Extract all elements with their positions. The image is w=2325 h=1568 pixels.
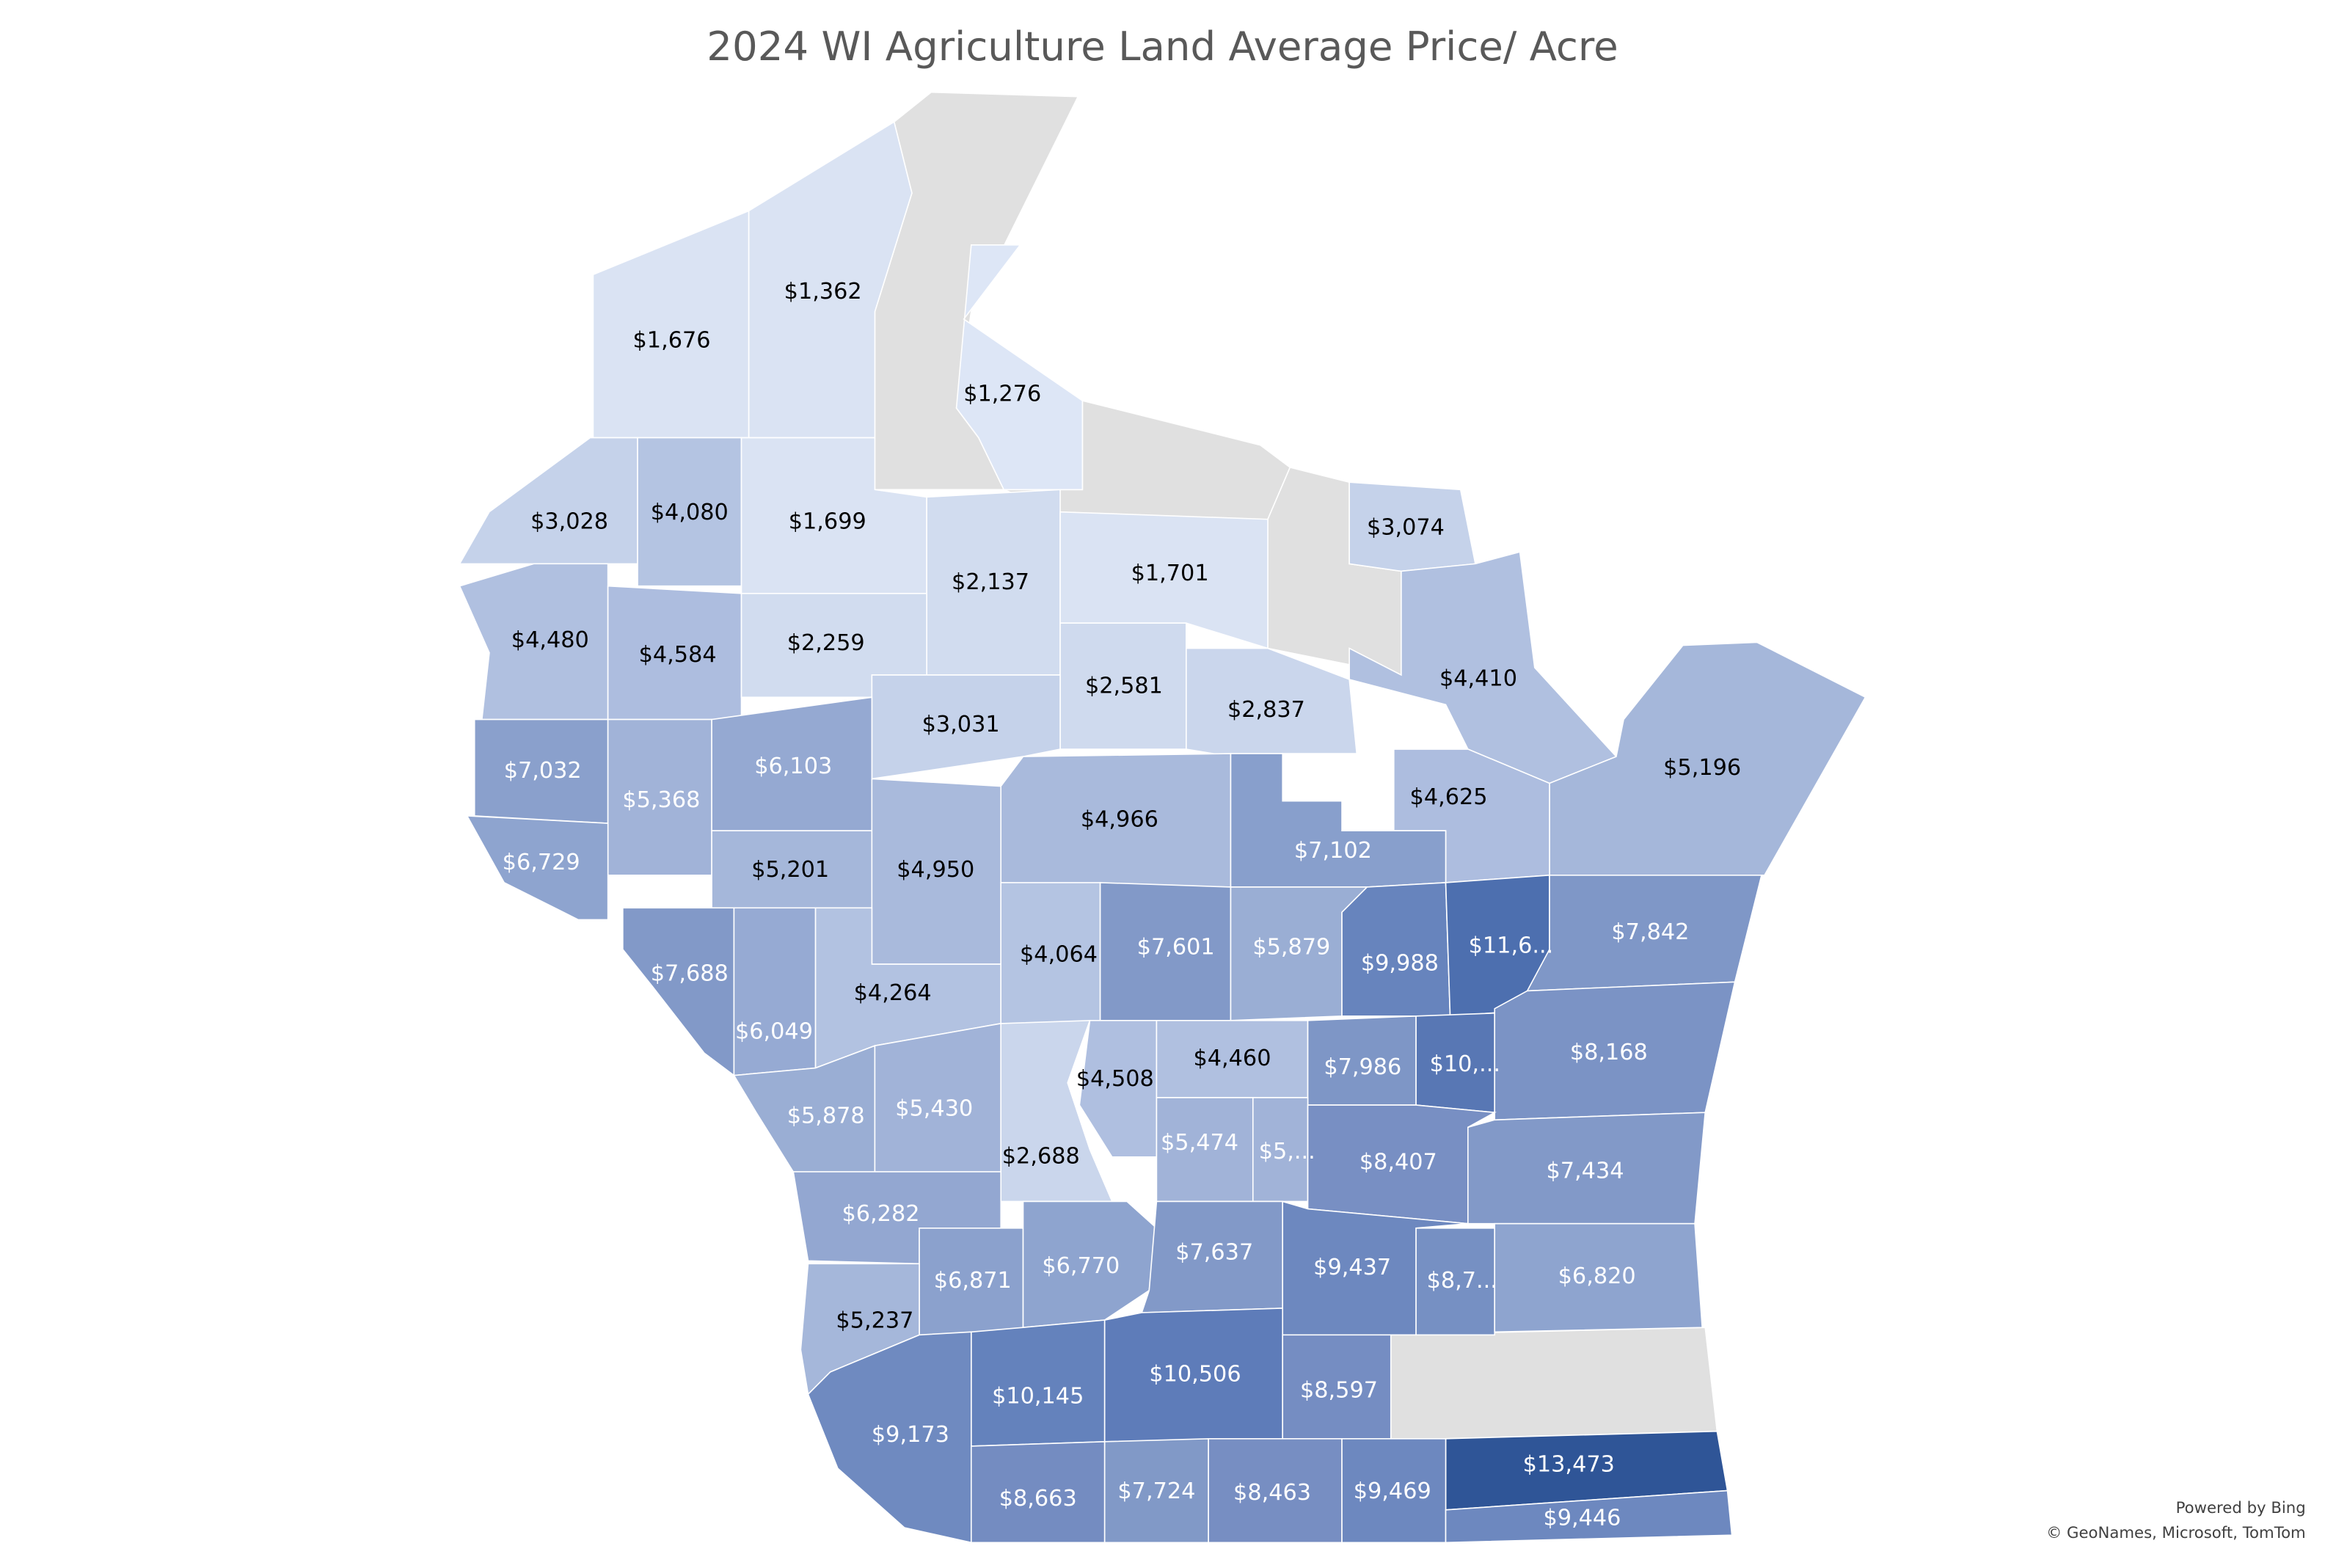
county-label: $10,... [1430,1051,1500,1077]
attribution: Powered by Bing [2176,1499,2306,1517]
county-label: $5,... [1259,1139,1315,1164]
county-label: $7,601 [1137,934,1215,960]
county [733,907,817,1076]
county-label: $4,584 [639,642,717,668]
county [459,437,638,565]
county-label: $6,871 [934,1268,1012,1294]
county-label: $1,276 [963,381,1041,406]
map-title: 2024 WI Agriculture Land Average Price/ … [707,23,1618,70]
county-label: $5,474 [1161,1130,1238,1156]
county [466,815,609,921]
county-label: $2,837 [1227,697,1305,723]
county-label: $1,362 [784,279,862,305]
county-label: $7,724 [1117,1478,1195,1504]
county-label: $7,688 [651,961,729,987]
county-label: $2,581 [1085,674,1163,699]
county [1445,1489,1733,1544]
county-label: $5,368 [622,787,700,813]
county-label: $8,663 [999,1486,1077,1512]
county-label: $4,264 [854,980,932,1006]
county-label: $3,031 [922,712,1000,737]
county-label: $13,473 [1523,1452,1615,1478]
county-label: $6,049 [735,1019,813,1045]
county [1494,981,1736,1121]
county-label: $7,842 [1611,919,1689,945]
county-label: $5,879 [1252,934,1330,960]
county-label: $8,168 [1570,1040,1648,1065]
county-label: $6,729 [503,850,580,875]
county-label: $1,676 [633,328,711,354]
county-label: $4,460 [1193,1046,1271,1071]
county-label: $4,966 [1081,807,1158,833]
county-label: $4,480 [511,627,589,653]
regions [459,120,1866,1544]
county-label: $5,430 [895,1096,973,1122]
county-label: $7,102 [1294,838,1372,864]
county-label: $8,7... [1427,1268,1497,1294]
county-label: $4,410 [1439,666,1517,692]
county-label: $2,137 [952,569,1029,595]
county-label: $8,407 [1359,1149,1437,1175]
county-label: $8,597 [1300,1378,1378,1404]
county-label: $7,434 [1546,1159,1624,1184]
county-label: $2,259 [787,630,865,656]
county-label: $4,625 [1410,784,1488,810]
county-label: $9,469 [1354,1478,1431,1504]
county-label: $4,080 [651,500,729,525]
county [1415,1227,1496,1336]
county-label: $1,701 [1131,561,1209,586]
county [955,244,1084,491]
county-label: $10,145 [992,1384,1084,1410]
county [1078,1020,1158,1158]
county-label: $11,6... [1469,933,1554,958]
county [1494,1222,1704,1333]
county [1341,882,1451,1017]
county-label: $5,196 [1663,755,1741,781]
county-label: $4,064 [1020,941,1098,967]
county-label: $6,282 [842,1201,919,1227]
county-label: $9,446 [1543,1505,1621,1531]
county-label: $7,637 [1175,1240,1253,1266]
county-label: $6,770 [1042,1253,1120,1279]
county-label: $6,103 [754,754,832,779]
labels: $1,676 $1,362 $1,276 $3,028 $4,080 $1,699 $2,1… [503,279,1741,1531]
county-label: $7,986 [1324,1054,1401,1080]
attribution: © GeoNames, Microsoft, TomTom [2046,1524,2306,1542]
county-label: $5,237 [836,1308,913,1334]
county-label: $6,820 [1558,1263,1636,1289]
county-label: $2,688 [1002,1143,1080,1169]
county [1059,511,1269,649]
county-label: $4,508 [1076,1066,1154,1092]
county-label: $9,437 [1313,1255,1391,1280]
county-label: $10,506 [1149,1361,1241,1387]
county [1467,1112,1707,1225]
county-label: $1,699 [789,508,866,534]
county-label: $4,950 [897,857,974,883]
county-label: $5,878 [787,1104,865,1129]
county [622,907,735,1077]
county-label: $3,074 [1367,514,1445,540]
county [592,210,750,439]
county-label: $8,463 [1233,1480,1311,1506]
county-label: $9,988 [1361,951,1439,977]
county-label: $5,201 [751,857,829,883]
no-data-region [1390,1327,1718,1440]
county-label: $3,028 [530,508,608,534]
county-label: $9,173 [872,1422,949,1448]
county-label: $7,032 [504,758,582,784]
county [1186,647,1358,757]
